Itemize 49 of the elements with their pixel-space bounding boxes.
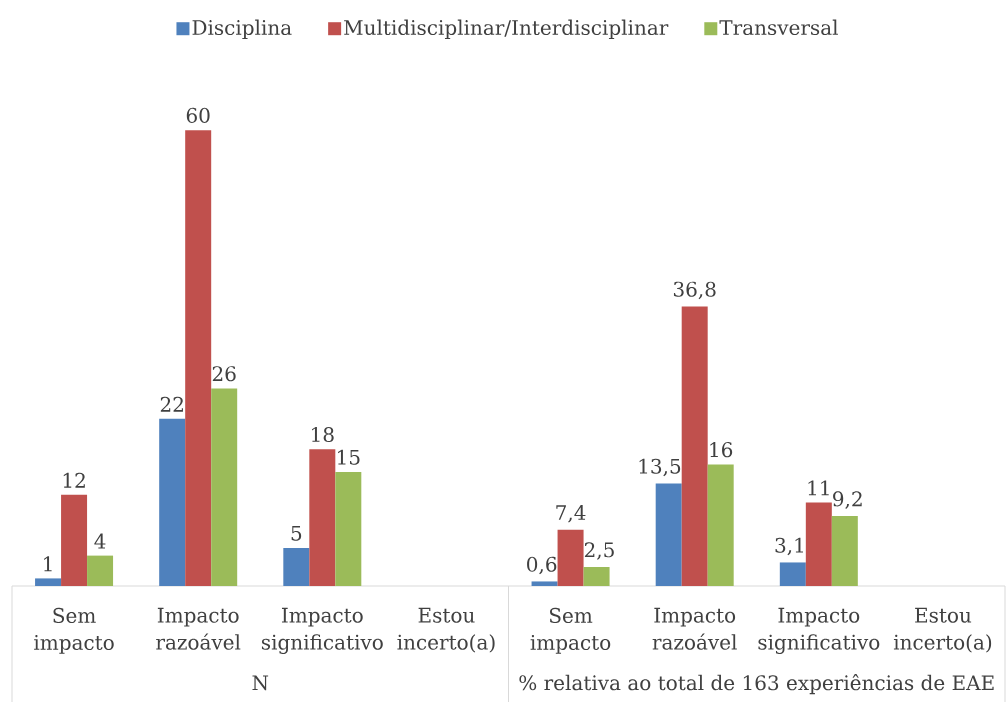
data-label: 13,5 [639, 458, 681, 477]
x-tick-label: Sem impacto [34, 607, 114, 654]
data-label: 22 [160, 396, 183, 412]
data-label: 16 [710, 442, 733, 458]
bar [681, 306, 708, 586]
bar [557, 529, 584, 586]
bar [831, 516, 858, 586]
x-tick-label: Impacto significativo [261, 607, 383, 654]
x-tick-label: Impacto razoável [652, 607, 737, 650]
bar [779, 562, 806, 586]
bar [531, 581, 558, 586]
bar [655, 483, 682, 586]
bar [35, 578, 62, 586]
legend-label: Disciplina [192, 19, 292, 39]
data-label: 5 [291, 525, 302, 541]
x-tick-label: Impacto significativo [758, 607, 880, 654]
x-tick-label: Estou incerto(a) [397, 607, 495, 653]
data-label: 4 [94, 533, 106, 549]
bar [583, 567, 610, 586]
x-tick-label: Sem impacto [530, 607, 611, 654]
legend-label: Transversal [719, 19, 838, 36]
bar [283, 548, 310, 586]
bar [87, 555, 114, 586]
bar [159, 418, 186, 586]
text: N [252, 675, 269, 691]
bar [309, 449, 336, 586]
bar [707, 464, 734, 586]
bar [805, 502, 832, 586]
bar [185, 130, 212, 586]
data-label: 26 [212, 366, 236, 382]
data-label: 11 [808, 480, 829, 496]
x-tick-label: Impacto razoável [156, 607, 241, 650]
data-label: 0,6 [527, 556, 557, 575]
bar [335, 472, 362, 586]
text: % relativa ao total de 163 experiências de EAE [519, 674, 994, 695]
data-label: 2,5 [584, 542, 614, 560]
data-label: 36,8 [673, 281, 716, 300]
data-label: 9,2 [833, 491, 862, 509]
legend-label: Multidisciplinar/Interdisciplinar [344, 19, 669, 39]
data-label: 12 [63, 472, 85, 488]
data-label: 15 [338, 449, 360, 465]
data-label: 18 [312, 426, 334, 443]
data-label: 3,1 [775, 537, 803, 556]
data-label: 7,4 [556, 505, 586, 523]
data-label: 60 [186, 107, 210, 123]
bar [61, 494, 88, 586]
data-label: 1 [44, 556, 52, 572]
bar [211, 388, 238, 586]
x-tick-label: Estou incerto(a) [893, 607, 992, 653]
